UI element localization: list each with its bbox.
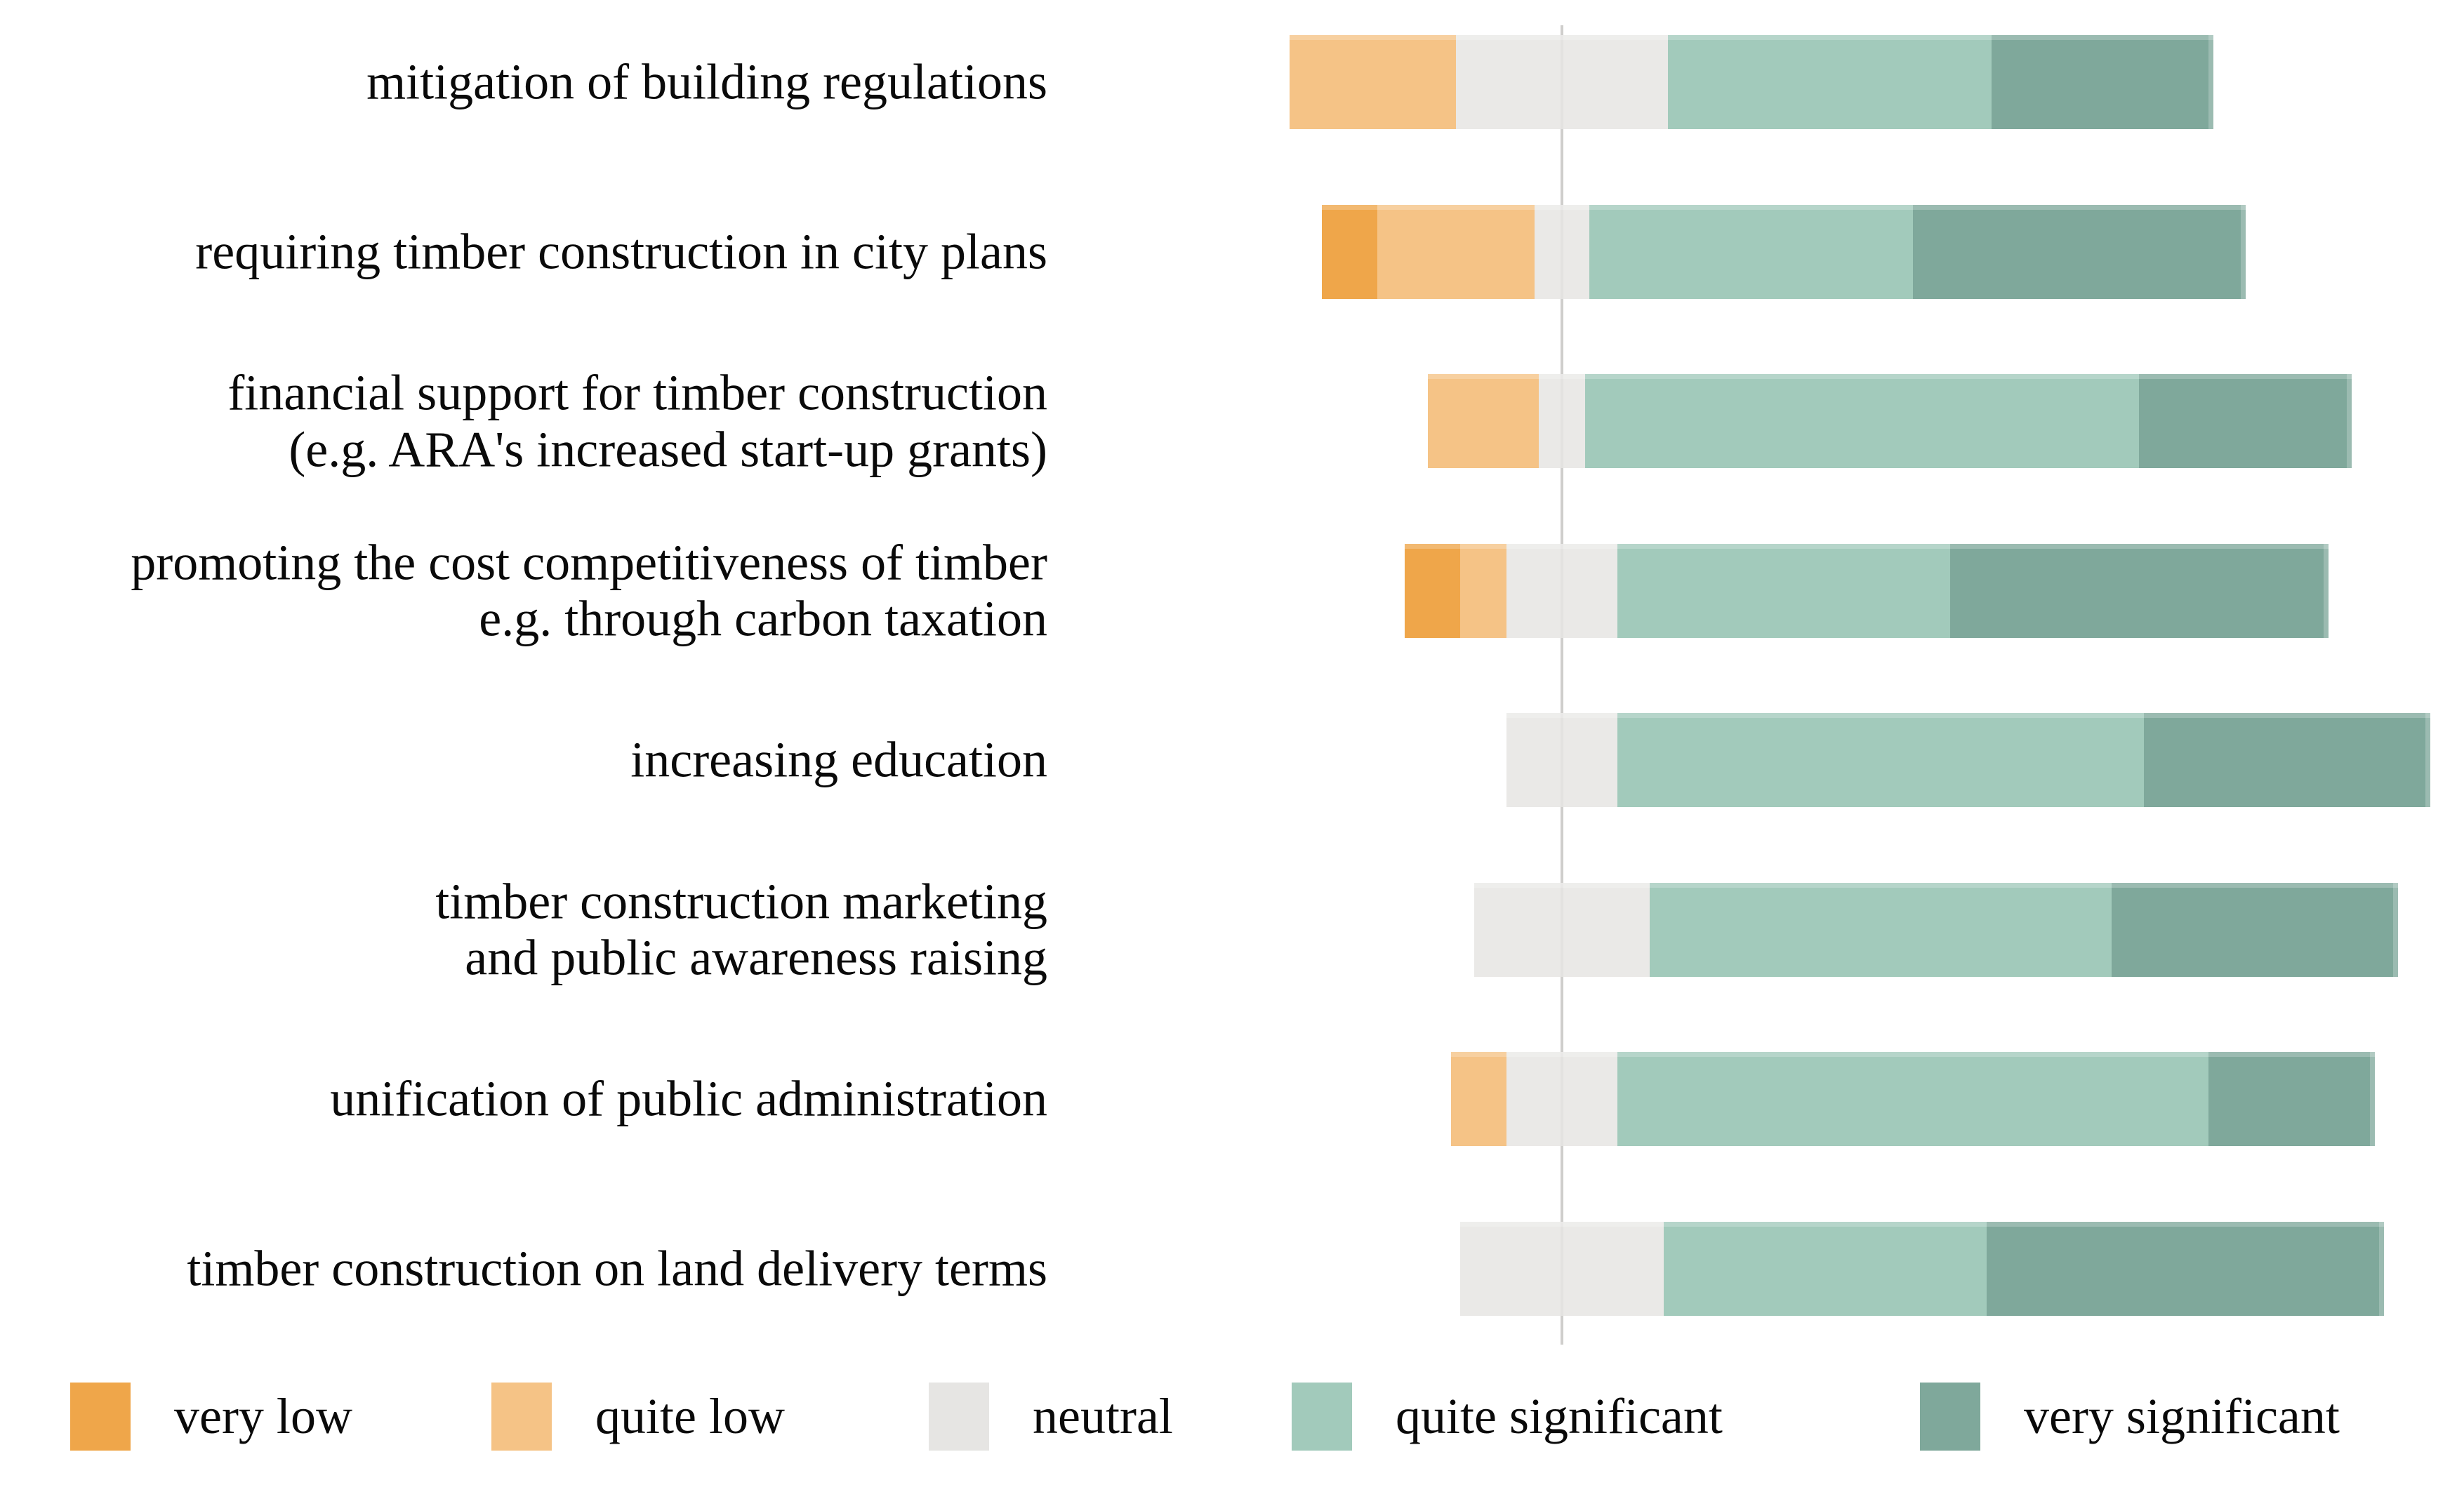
segment-quite-significant <box>1617 1052 2209 1146</box>
segment-neutral <box>1506 543 1617 638</box>
category-label: unification of public administration <box>330 1070 1047 1127</box>
bar-row <box>1460 1221 2385 1316</box>
legend-item-very-low: very low <box>70 1383 352 1451</box>
segment-very-low <box>1405 543 1461 638</box>
bar-row <box>1405 543 2329 638</box>
legend-swatch-very-significant <box>1920 1383 1980 1451</box>
legend-label: very significant <box>2024 1388 2340 1444</box>
segment-quite-low <box>1428 374 1539 468</box>
legend-item-quite-low: quite low <box>491 1383 785 1451</box>
category-label: promoting the cost competitiveness of ti… <box>131 533 1047 647</box>
zero-gridline <box>1561 25 1563 1345</box>
legend-label: quite low <box>595 1388 785 1444</box>
segment-very-significant <box>1991 35 2213 129</box>
segment-quite-significant <box>1617 543 1950 638</box>
legend-swatch-quite-low <box>491 1383 552 1451</box>
bar-row <box>1321 204 2246 299</box>
legend-item-very-significant: very significant <box>1920 1383 2340 1451</box>
segment-quite-significant <box>1617 713 2145 807</box>
category-label: requiring timber construction in city pl… <box>195 223 1047 280</box>
category-label: timber construction marketing and public… <box>435 872 1047 986</box>
segment-very-low <box>1321 204 1377 299</box>
segment-quite-significant <box>1663 1221 1987 1316</box>
segment-very-significant <box>1987 1221 2385 1316</box>
segment-quite-low <box>1377 204 1535 299</box>
segment-quite-low <box>1451 1052 1507 1146</box>
segment-neutral <box>1455 35 1669 129</box>
legend-label: very low <box>174 1388 352 1444</box>
segment-very-significant <box>1949 543 2329 638</box>
segment-neutral <box>1460 1221 1664 1316</box>
segment-quite-significant <box>1668 35 1992 129</box>
category-label: financial support for timber constructio… <box>227 364 1047 477</box>
bar-row <box>1473 882 2398 977</box>
segment-quite-significant <box>1589 204 1914 299</box>
legend-label: neutral <box>1033 1388 1173 1444</box>
category-label: mitigation of building regulations <box>366 53 1047 110</box>
segment-neutral <box>1506 713 1617 807</box>
segment-quite-significant <box>1584 374 2140 468</box>
segment-quite-low <box>1289 35 1456 129</box>
segment-neutral <box>1534 204 1590 299</box>
segment-very-significant <box>1913 204 2246 299</box>
segment-quite-significant <box>1650 882 2112 977</box>
legend-label: quite significant <box>1396 1388 1723 1444</box>
legend-swatch-neutral <box>929 1383 989 1451</box>
legend-swatch-quite-significant <box>1292 1383 1352 1451</box>
bar-row <box>1289 35 2213 129</box>
segment-neutral <box>1506 1052 1617 1146</box>
legend-swatch-very-low <box>70 1383 131 1451</box>
segment-neutral <box>1473 882 1650 977</box>
category-label: increasing education <box>630 731 1047 788</box>
bar-row <box>1506 713 2430 807</box>
segment-very-significant <box>2139 374 2352 468</box>
segment-very-significant <box>2112 882 2398 977</box>
segment-very-significant <box>2144 713 2430 807</box>
segment-very-significant <box>2208 1052 2376 1146</box>
legend-item-quite-significant: quite significant <box>1292 1383 1723 1451</box>
bar-row <box>1428 374 2352 468</box>
category-label: timber construction on land delivery ter… <box>187 1240 1047 1297</box>
segment-quite-low <box>1460 543 1507 638</box>
legend-item-neutral: neutral <box>929 1383 1173 1451</box>
segment-neutral <box>1539 374 1585 468</box>
bar-row <box>1451 1052 2376 1146</box>
